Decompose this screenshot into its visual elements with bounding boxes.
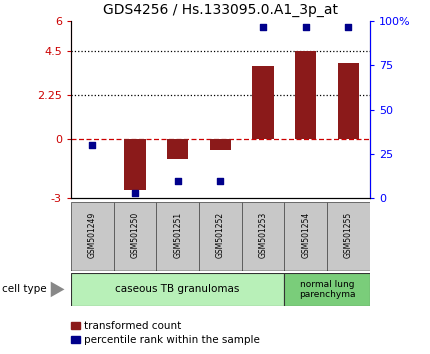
Bar [71,336,80,343]
Point [345,24,352,29]
Bar [295,51,316,139]
Bar [167,139,188,159]
Bar [338,63,359,139]
Bar [252,67,274,139]
Bar [71,322,80,329]
Text: GSM501253: GSM501253 [258,212,267,258]
Text: normal lung
parenchyma: normal lung parenchyma [299,280,355,299]
Point [132,190,138,196]
Bar [124,139,146,190]
Text: transformed count: transformed count [84,321,181,331]
Bar [71,202,114,271]
Point [217,178,224,183]
Point [89,142,96,148]
Bar [210,139,231,150]
Polygon shape [51,282,64,297]
Title: GDS4256 / Hs.133095.0.A1_3p_at: GDS4256 / Hs.133095.0.A1_3p_at [103,4,338,17]
Text: GSM501252: GSM501252 [216,212,225,258]
Text: GSM501250: GSM501250 [130,212,139,258]
Text: caseous TB granulomas: caseous TB granulomas [116,284,240,295]
Point [260,24,267,29]
Bar [327,202,370,271]
Bar [157,202,199,271]
Bar [242,202,284,271]
Text: GSM501249: GSM501249 [88,212,97,258]
Bar [71,273,284,306]
Bar [114,202,157,271]
Bar [284,273,370,306]
Text: percentile rank within the sample: percentile rank within the sample [84,335,260,345]
Bar [199,202,242,271]
Text: GSM501254: GSM501254 [301,212,310,258]
Bar [284,202,327,271]
Text: cell type: cell type [2,284,47,295]
Text: GSM501251: GSM501251 [173,212,182,258]
Point [302,24,309,29]
Point [174,178,181,183]
Text: GSM501255: GSM501255 [344,212,353,258]
